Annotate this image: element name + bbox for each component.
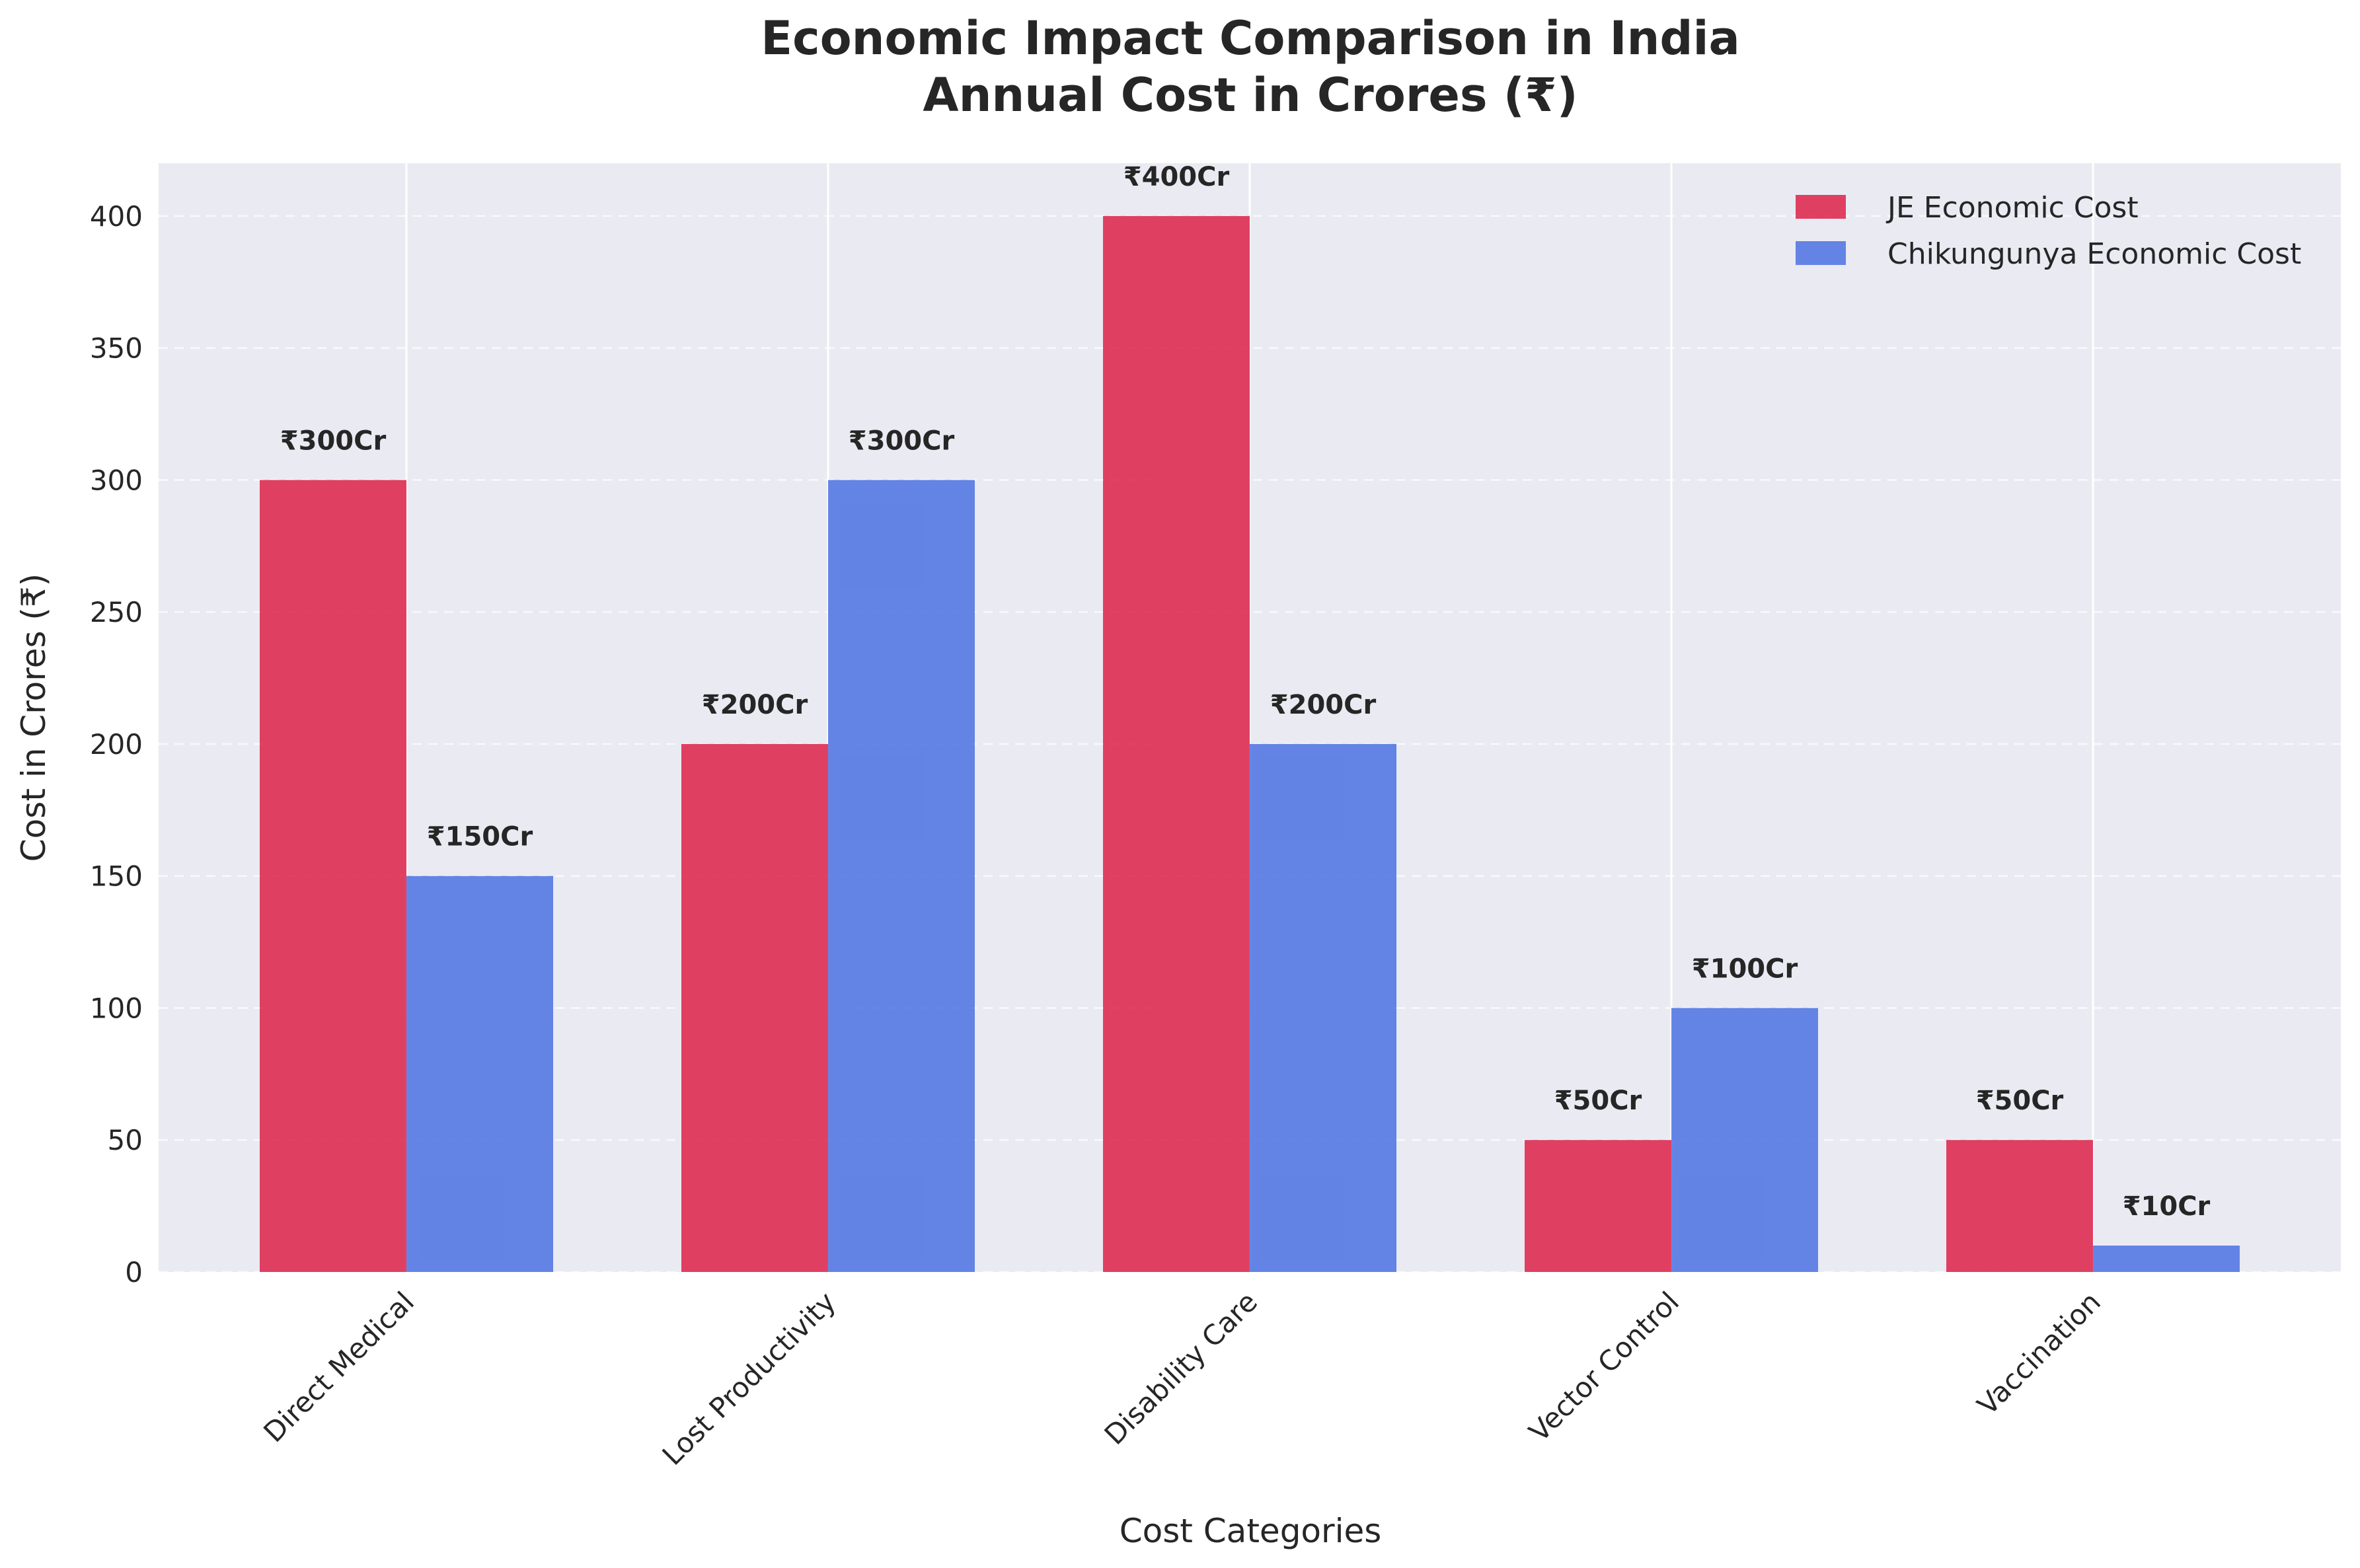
- bar-chikungunya: [1671, 1008, 1818, 1272]
- bar-chikungunya: [1250, 743, 1396, 1272]
- y-tick-label: 0: [125, 1256, 143, 1288]
- x-tick-label: Direct Medical: [257, 1285, 420, 1448]
- x-tick-layer: Direct Medical Lost Productivity Disabilit…: [257, 1285, 2107, 1471]
- y-tick-layer: 0 50 100 150 200 250 300 350 400: [90, 200, 143, 1288]
- bar-je: [1525, 1140, 1671, 1272]
- data-label: ₹50Cr: [1976, 1086, 2064, 1116]
- data-label: ₹300Cr: [280, 426, 387, 456]
- data-label: ₹50Cr: [1554, 1086, 1642, 1116]
- y-tick-label: 350: [90, 332, 143, 365]
- y-tick-label: 50: [108, 1124, 143, 1156]
- legend-label-chikungunya: Chikungunya Economic Cost: [1887, 237, 2301, 271]
- y-axis-label: Cost in Crores (₹): [15, 574, 53, 862]
- data-label: ₹100Cr: [1692, 953, 1798, 984]
- y-tick-label: 300: [90, 464, 143, 496]
- y-tick-label: 400: [90, 200, 143, 233]
- x-tick-label: Vector Control: [1523, 1285, 1685, 1448]
- data-label: ₹200Cr: [1270, 690, 1377, 720]
- data-label-layer: ₹300Cr ₹200Cr ₹400Cr ₹50Cr ₹50Cr ₹150Cr ₹300Cr…: [280, 162, 2211, 1222]
- data-label: ₹200Cr: [702, 690, 808, 720]
- data-label: ₹300Cr: [849, 426, 955, 456]
- y-tick-label: 150: [90, 860, 143, 893]
- legend: JE Economic Cost Chikungunya Economic Co…: [1796, 191, 2301, 271]
- bar-je: [260, 480, 406, 1272]
- y-tick-label: 100: [90, 992, 143, 1024]
- bar-chikungunya: [828, 480, 975, 1272]
- data-label: ₹400Cr: [1123, 162, 1230, 192]
- chart-subtitle: Annual Cost in Crores (₹): [923, 68, 1578, 122]
- bar-je: [681, 743, 828, 1272]
- bar-layer: [260, 215, 2240, 1272]
- x-tick-label: Disability Care: [1098, 1285, 1264, 1450]
- chart-title: Economic Impact Comparison in India: [761, 11, 1739, 65]
- legend-label-je: JE Economic Cost: [1885, 191, 2139, 225]
- y-tick-label: 250: [90, 596, 143, 628]
- bar-je: [1946, 1140, 2093, 1272]
- data-label: ₹10Cr: [2123, 1191, 2211, 1222]
- x-tick-label: Vaccination: [1971, 1285, 2107, 1421]
- bar-chikungunya: [2093, 1246, 2240, 1272]
- bar-chikungunya: [406, 876, 553, 1272]
- y-tick-label: 200: [90, 728, 143, 761]
- bar-je: [1103, 215, 1250, 1272]
- x-tick-label: Lost Productivity: [656, 1285, 842, 1471]
- data-label: ₹150Cr: [427, 822, 533, 852]
- legend-swatch-chikungunya: [1796, 241, 1846, 265]
- legend-swatch-je: [1796, 195, 1846, 219]
- x-axis-label: Cost Categories: [1120, 1512, 1382, 1550]
